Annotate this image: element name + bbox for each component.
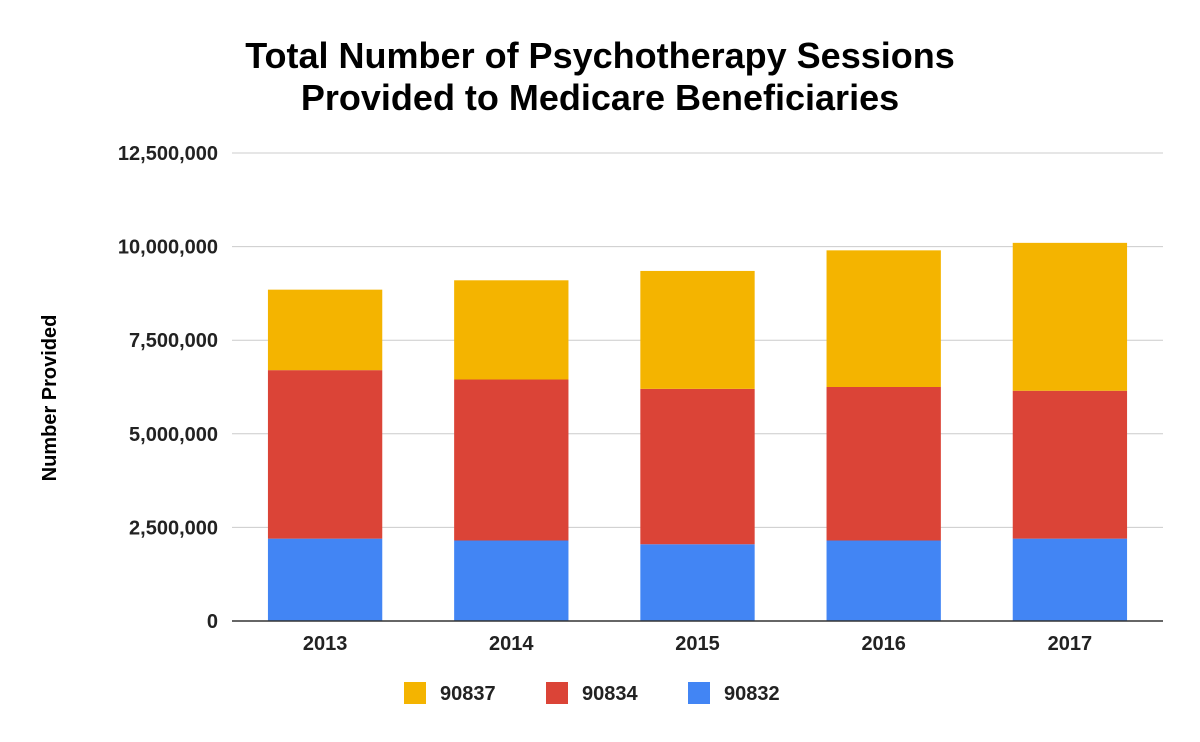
- y-tick-label: 12,500,000: [118, 143, 218, 165]
- bar-90834-2013: [267, 370, 383, 539]
- x-tick-label: 2017: [1048, 633, 1093, 655]
- legend-swatch-90832: [688, 682, 710, 704]
- bar-90837-2016: [826, 250, 941, 387]
- bar-90834-2014: [454, 379, 569, 541]
- bar-90834-2016: [826, 387, 941, 541]
- bar-90832-2014: [454, 540, 569, 621]
- bar-90834-2015: [640, 388, 755, 545]
- bar-90832-2013: [267, 538, 383, 621]
- x-tick-label: 2015: [675, 633, 720, 655]
- bar-90832-2016: [826, 540, 941, 621]
- chart-title: Total Number of Psychotherapy Sessions P…: [245, 35, 955, 118]
- legend-swatch-90837: [404, 682, 426, 704]
- legend-swatch-90834: [546, 682, 568, 704]
- bar-90834-2017: [1012, 390, 1128, 539]
- y-tick-label: 10,000,000: [118, 237, 218, 259]
- bar-90837-2017: [1012, 242, 1128, 391]
- bar-90837-2015: [640, 270, 755, 389]
- bar-90837-2013: [267, 289, 383, 371]
- legend-label-90832: 90832: [724, 683, 780, 705]
- y-axis-ticks: 0 2,500,000 5,000,000 7,500,000 10,000,000 12…: [118, 143, 218, 633]
- x-tick-label: 2014: [489, 633, 534, 655]
- y-tick-label: 0: [207, 611, 218, 633]
- bar-90837-2014: [454, 280, 569, 380]
- x-axis-ticks: 2013 2014 2015 2016 2017: [303, 633, 1092, 655]
- y-tick-label: 2,500,000: [129, 517, 218, 539]
- y-axis-title: Number Provided: [39, 315, 61, 482]
- bars: [267, 242, 1128, 621]
- y-tick-label: 7,500,000: [129, 330, 218, 352]
- x-tick-label: 2016: [861, 633, 906, 655]
- bar-90832-2017: [1012, 538, 1128, 621]
- legend: 90837 90834 90832: [404, 682, 780, 705]
- bar-90832-2015: [640, 544, 755, 621]
- legend-label-90837: 90837: [440, 683, 496, 705]
- chart-title-line-1: Total Number of Psychotherapy Sessions: [245, 35, 955, 76]
- y-tick-label: 5,000,000: [129, 424, 218, 446]
- legend-label-90834: 90834: [582, 683, 638, 705]
- x-tick-label: 2013: [303, 633, 348, 655]
- chart-title-line-2: Provided to Medicare Beneficiaries: [301, 77, 899, 118]
